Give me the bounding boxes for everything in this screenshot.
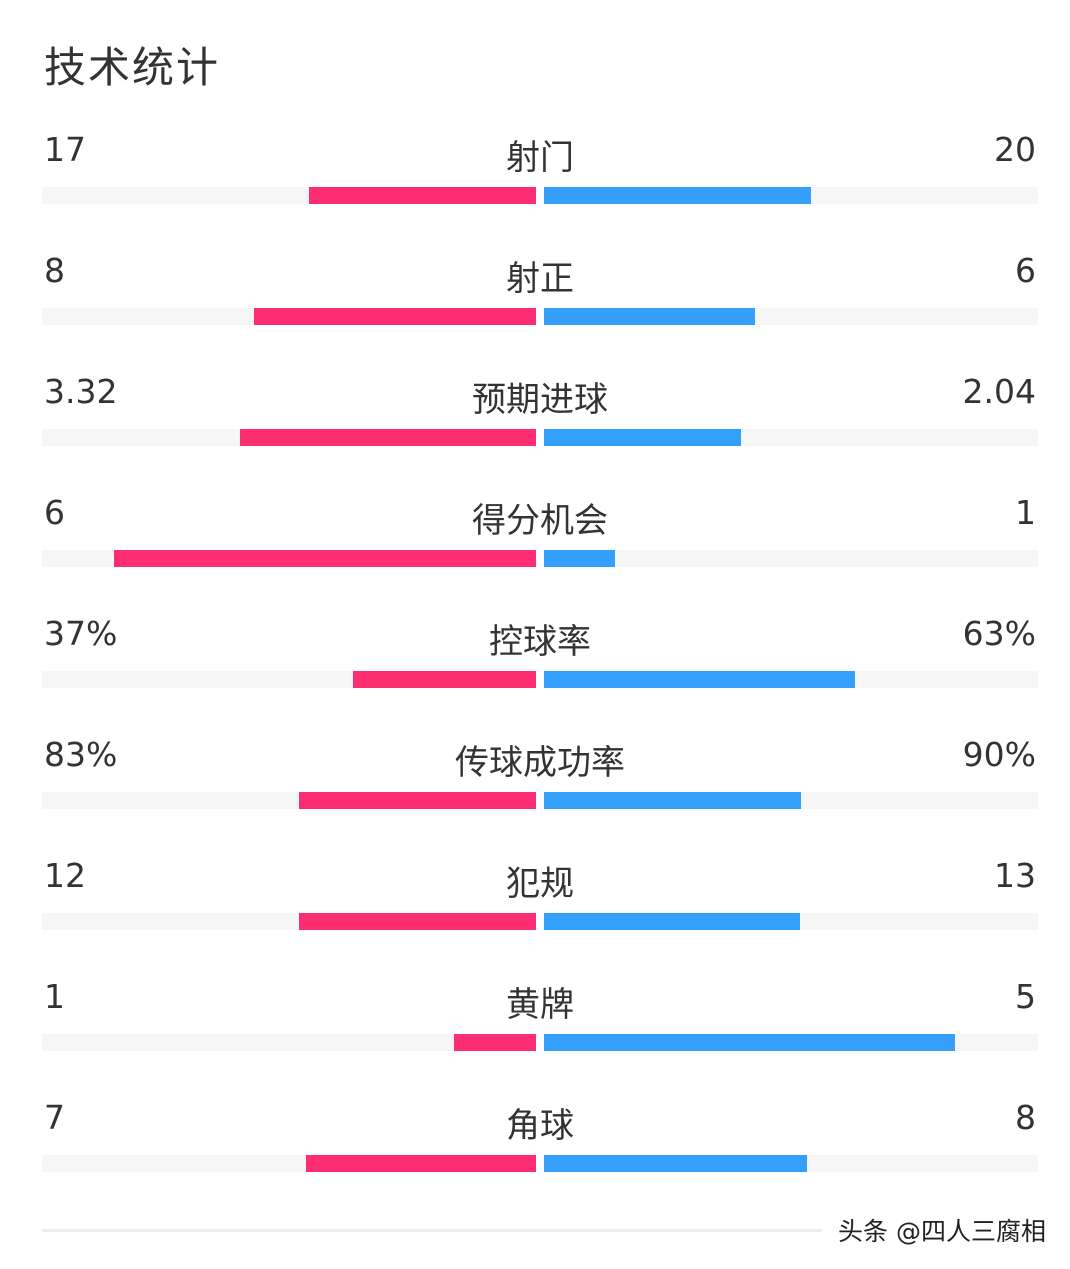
away-track xyxy=(544,308,1038,325)
stat-label: 预期进球 xyxy=(472,380,608,420)
away-value: 1 xyxy=(1015,493,1036,532)
away-track xyxy=(544,1034,1038,1051)
stat-label: 得分机会 xyxy=(472,501,608,541)
stat-label: 角球 xyxy=(506,1106,574,1146)
away-track xyxy=(544,550,1038,567)
home-value: 17 xyxy=(44,130,86,169)
section-title: 技术统计 xyxy=(44,43,221,92)
stat-label: 射门 xyxy=(506,138,574,178)
home-bar xyxy=(454,1034,536,1051)
away-track xyxy=(544,429,1038,446)
away-value: 20 xyxy=(994,130,1036,169)
home-value: 7 xyxy=(44,1098,65,1137)
home-value: 83% xyxy=(44,735,118,774)
stat-row-shots-on-target: 8 射正 6 xyxy=(0,251,1070,372)
stat-label: 控球率 xyxy=(489,622,591,662)
home-track xyxy=(42,1034,536,1051)
stat-label: 射正 xyxy=(506,259,574,299)
home-track xyxy=(42,913,536,930)
stat-row-shots: 17 射门 20 xyxy=(0,130,1070,251)
home-track xyxy=(42,429,536,446)
home-bar xyxy=(114,550,536,567)
away-bar xyxy=(544,671,855,688)
away-value: 8 xyxy=(1015,1098,1036,1137)
home-value: 6 xyxy=(44,493,65,532)
home-bar xyxy=(299,792,536,809)
away-bar xyxy=(544,308,755,325)
stat-row-yellow-cards: 1 黄牌 5 xyxy=(0,977,1070,1098)
away-value: 63% xyxy=(962,614,1036,653)
home-value: 12 xyxy=(44,856,86,895)
stat-row-pass-accuracy: 83% 传球成功率 90% xyxy=(0,735,1070,856)
away-bar xyxy=(544,792,801,809)
stat-row-xg: 3.32 预期进球 2.04 xyxy=(0,372,1070,493)
home-value: 37% xyxy=(44,614,118,653)
away-bar xyxy=(544,429,741,446)
home-value: 1 xyxy=(44,977,65,1016)
watermark: 头条 @四人三腐相 xyxy=(838,1217,1046,1246)
divider xyxy=(42,1229,822,1232)
away-track xyxy=(544,913,1038,930)
away-value: 90% xyxy=(962,735,1036,774)
stat-label: 黄牌 xyxy=(506,985,574,1025)
away-value: 13 xyxy=(994,856,1036,895)
away-bar xyxy=(544,187,811,204)
away-bar xyxy=(544,913,800,930)
home-bar xyxy=(353,671,536,688)
home-bar xyxy=(299,913,536,930)
home-bar xyxy=(306,1155,536,1172)
stat-row-fouls: 12 犯规 13 xyxy=(0,856,1070,977)
away-value: 5 xyxy=(1015,977,1036,1016)
stat-row-possession: 37% 控球率 63% xyxy=(0,614,1070,735)
home-track xyxy=(42,792,536,809)
home-track xyxy=(42,550,536,567)
away-track xyxy=(544,1155,1038,1172)
home-track xyxy=(42,1155,536,1172)
home-track xyxy=(42,671,536,688)
away-bar xyxy=(544,550,615,567)
away-bar xyxy=(544,1155,807,1172)
away-track xyxy=(544,792,1038,809)
home-track xyxy=(42,187,536,204)
stat-row-corners: 7 角球 8 xyxy=(0,1098,1070,1219)
home-bar xyxy=(309,187,536,204)
home-bar xyxy=(240,429,536,446)
away-value: 2.04 xyxy=(962,372,1036,411)
away-track xyxy=(544,187,1038,204)
home-value: 3.32 xyxy=(44,372,118,411)
stat-label: 犯规 xyxy=(506,864,574,904)
away-value: 6 xyxy=(1015,251,1036,290)
home-track xyxy=(42,308,536,325)
away-bar xyxy=(544,1034,955,1051)
home-bar xyxy=(254,308,536,325)
away-track xyxy=(544,671,1038,688)
stat-row-big-chances: 6 得分机会 1 xyxy=(0,493,1070,614)
home-value: 8 xyxy=(44,251,65,290)
stat-label: 传球成功率 xyxy=(455,743,625,783)
